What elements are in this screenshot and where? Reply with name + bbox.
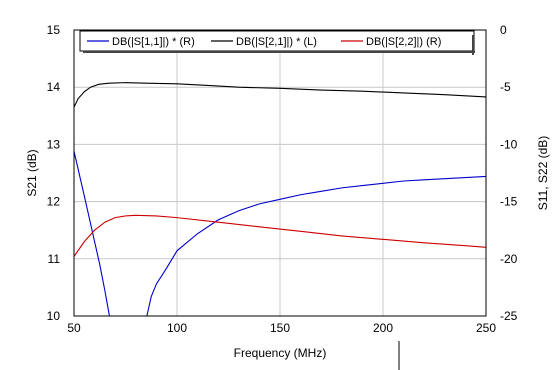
legend-label-3: DB(|S[2,2]|) (R) xyxy=(366,36,441,48)
left-y-tick-label: 15 xyxy=(47,23,61,37)
right-y-tick-label: -20 xyxy=(500,252,518,266)
right-y-tick-label: -5 xyxy=(500,80,511,94)
tick-labels: 50 100 150 200 250 10 11 12 13 14 15 -25 -20 -15 -10 -5… xyxy=(47,23,518,335)
series-group xyxy=(74,82,486,316)
right-y-tick-label: -25 xyxy=(500,309,518,323)
grid xyxy=(74,30,486,316)
left-y-tick-label: 14 xyxy=(47,80,61,94)
x-tick-label: 100 xyxy=(167,321,187,335)
legend: DB(|S[1,1]|) * (R) DB(|S[2,1]|) * (L) DB(|… xyxy=(79,30,475,55)
left-y-tick-label: 13 xyxy=(47,137,61,151)
right-axis-title: S11, S22 (dB) xyxy=(536,136,550,210)
series-line-3 xyxy=(74,214,486,257)
left-y-tick-label: 12 xyxy=(47,195,61,209)
series-line-1 xyxy=(74,151,486,316)
x-tick-label: 50 xyxy=(67,321,81,335)
x-tick-label: 250 xyxy=(476,321,496,335)
left-axis-title: S21 (dB) xyxy=(25,149,39,196)
right-y-tick-label: -15 xyxy=(500,195,518,209)
legend-label-2: DB(|S[2,1]|) * (L) xyxy=(236,36,317,48)
left-y-tick-label: 10 xyxy=(47,309,61,323)
x-axis-title: Frequency (MHz) xyxy=(234,346,327,360)
right-y-tick-label: 0 xyxy=(500,23,507,37)
right-y-tick-label: -10 xyxy=(500,137,518,151)
plot-frame xyxy=(73,29,487,317)
legend-label-1: DB(|S[1,1]|) * (R) xyxy=(112,36,195,48)
series-line-2 xyxy=(74,82,486,108)
x-tick-label: 200 xyxy=(373,321,393,335)
left-y-tick-label: 11 xyxy=(48,252,61,266)
x-tick-label: 150 xyxy=(270,321,290,335)
